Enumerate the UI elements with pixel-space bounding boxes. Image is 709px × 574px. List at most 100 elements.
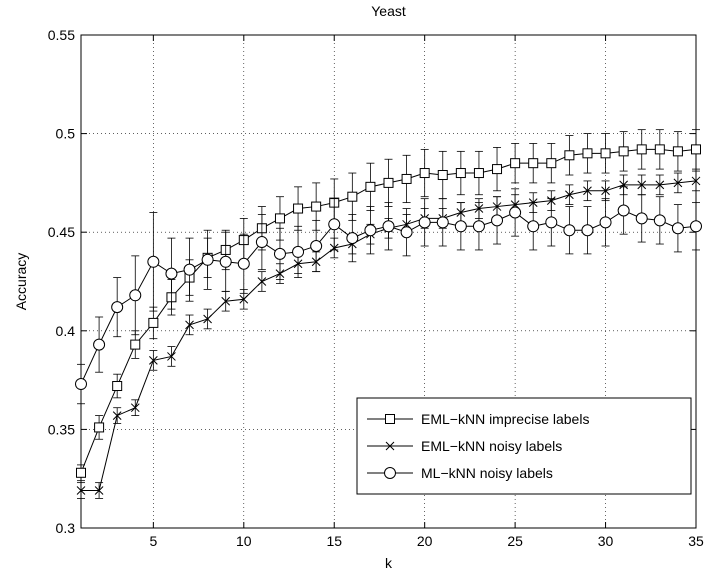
data-point	[221, 296, 231, 306]
data-point	[365, 181, 376, 192]
data-point	[473, 168, 484, 179]
y-tick-label: 0.35	[48, 421, 75, 437]
chart-title: Yeast	[371, 3, 406, 19]
data-point	[400, 226, 413, 239]
data-point	[564, 150, 575, 161]
data-point	[292, 245, 305, 258]
data-point	[237, 257, 250, 270]
series-circle	[75, 186, 702, 405]
data-point	[401, 173, 412, 184]
data-point	[167, 352, 176, 361]
data-point	[130, 339, 141, 350]
data-point	[183, 263, 196, 276]
data-point	[219, 255, 232, 268]
x-axis-title: k	[385, 555, 393, 571]
data-point	[385, 441, 395, 451]
data-point	[655, 180, 665, 190]
y-tick-label: 0.5	[56, 126, 76, 142]
data-point	[111, 301, 124, 314]
data-point	[581, 224, 594, 237]
data-point	[76, 467, 86, 478]
plot-frame	[80, 34, 697, 529]
data-point	[563, 224, 576, 237]
data-point	[619, 180, 629, 190]
data-point	[618, 146, 629, 157]
data-point	[545, 216, 558, 229]
legend-label: EML−kNN imprecise labels	[421, 411, 589, 427]
data-point	[671, 222, 684, 235]
data-point	[437, 170, 448, 181]
y-tick-label: 0.3	[56, 520, 76, 536]
data-point	[617, 204, 630, 217]
data-point	[599, 216, 612, 229]
data-point	[582, 148, 593, 159]
data-point	[94, 486, 104, 495]
axes: 5 10 15 20 25 30 35 0.3 0.35 0.4 0.45 0.5 0.55	[48, 27, 704, 549]
data-point	[203, 314, 212, 324]
data-point	[600, 148, 611, 159]
y-tick-label: 0.45	[48, 224, 75, 240]
x-tick-label: 10	[236, 533, 252, 549]
data-point	[293, 203, 304, 214]
legend-label: ML−kNN noisy labels	[421, 465, 553, 481]
data-point	[385, 414, 395, 424]
x-tick-label: 25	[507, 533, 523, 549]
data-point	[546, 158, 557, 169]
data-point	[455, 168, 466, 179]
x-tick-label: 35	[688, 533, 704, 549]
data-point	[328, 218, 341, 231]
data-point	[383, 177, 394, 188]
data-point	[165, 267, 178, 280]
data-point	[346, 232, 359, 245]
data-point	[201, 253, 214, 266]
data-point	[310, 240, 323, 253]
data-point	[384, 467, 396, 479]
data-point	[691, 176, 701, 186]
data-point	[130, 403, 140, 413]
data-point	[147, 255, 160, 268]
data-point	[93, 338, 106, 351]
data-point	[672, 146, 683, 157]
legend: EML−kNN imprecise labels EML−kNN noisy la…	[356, 397, 692, 495]
data-point	[691, 144, 701, 155]
data-point	[257, 277, 267, 286]
data-point	[583, 186, 592, 196]
data-point	[273, 247, 286, 260]
data-point	[274, 213, 285, 224]
data-point	[491, 214, 504, 227]
data-point	[654, 144, 665, 155]
data-point	[436, 216, 449, 229]
y-tick-label: 0.55	[48, 27, 75, 43]
data-point	[636, 144, 647, 155]
x-tick-label: 15	[326, 533, 342, 549]
legend-label: EML−kNN noisy labels	[421, 438, 562, 454]
y-tick-label: 0.4	[56, 323, 76, 339]
y-axis-title: Accuracy	[13, 253, 29, 311]
data-point	[419, 168, 430, 179]
data-point	[472, 220, 485, 233]
data-point	[347, 191, 358, 202]
data-point	[75, 378, 87, 391]
data-point	[601, 186, 610, 196]
data-point	[112, 381, 123, 392]
data-point	[239, 294, 249, 304]
data-point	[185, 320, 194, 330]
data-point	[509, 206, 522, 219]
data-point	[565, 190, 574, 200]
data-point	[510, 158, 521, 169]
x-tick-label: 30	[598, 533, 614, 549]
series-layer	[75, 129, 702, 499]
x-tick-label: 5	[149, 533, 157, 549]
data-point	[528, 158, 539, 169]
data-point	[76, 486, 86, 495]
data-point	[690, 220, 702, 233]
x-tick-label: 20	[417, 533, 433, 549]
data-point	[527, 220, 540, 233]
data-point	[454, 220, 467, 233]
data-point	[311, 201, 322, 212]
data-point	[94, 422, 105, 433]
data-point	[418, 216, 431, 229]
data-point	[653, 214, 666, 227]
legend-item: EML−kNN imprecise labels	[367, 411, 589, 427]
